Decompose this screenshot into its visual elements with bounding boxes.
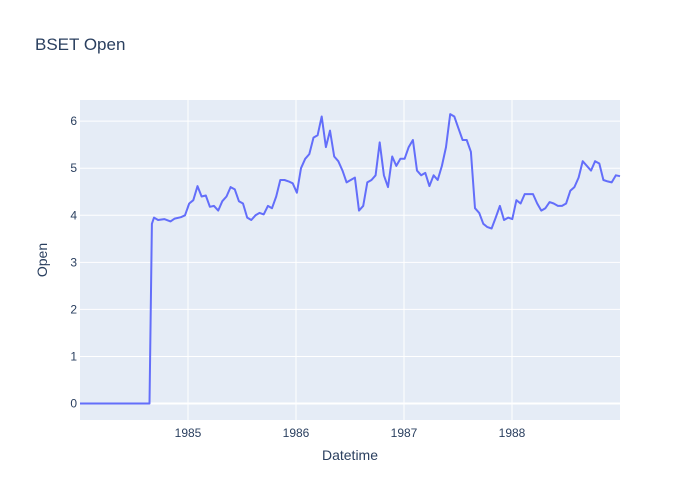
- y-tick-label: 4: [70, 208, 77, 222]
- chart-title: BSET Open: [35, 35, 125, 54]
- x-tick-label: 1988: [499, 426, 526, 440]
- y-tick-label: 2: [70, 302, 77, 316]
- x-axis-title: Datetime: [322, 447, 378, 463]
- x-tick-label: 1986: [283, 426, 310, 440]
- y-tick-label: 3: [70, 255, 77, 269]
- x-tick-label: 1987: [391, 426, 418, 440]
- series-line: [80, 113, 621, 405]
- plot-area: [80, 100, 620, 420]
- y-axis-title: Open: [34, 243, 50, 277]
- y-gridlines: [80, 120, 620, 405]
- series-group: [80, 113, 621, 405]
- x-tick-labels: 1985 1986 1987 1988: [175, 426, 526, 440]
- x-gridlines: [187, 100, 513, 420]
- y-tick-label: 0: [70, 397, 77, 411]
- y-tick-label: 1: [70, 349, 77, 363]
- y-tick-label: 6: [70, 114, 77, 128]
- y-tick-labels: 0 1 2 3 4 5 6: [70, 114, 77, 410]
- y-tick-label: 5: [70, 161, 77, 175]
- x-tick-label: 1985: [175, 426, 202, 440]
